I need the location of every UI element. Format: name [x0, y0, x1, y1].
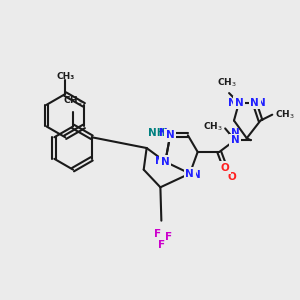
Text: CH$_3$: CH$_3$: [217, 77, 237, 89]
Text: N: N: [185, 169, 194, 178]
Text: F: F: [154, 229, 161, 238]
Text: N: N: [231, 128, 239, 138]
Text: O: O: [221, 163, 230, 173]
Text: CH$_3$: CH$_3$: [275, 108, 295, 121]
Text: N: N: [228, 98, 237, 108]
Text: N: N: [235, 98, 243, 108]
Text: CH₃: CH₃: [56, 72, 74, 81]
Text: O: O: [227, 172, 236, 182]
Text: N: N: [256, 98, 265, 108]
Text: N: N: [154, 156, 163, 166]
Text: N: N: [158, 128, 167, 138]
Text: N: N: [192, 169, 200, 179]
Text: CH$_3$: CH$_3$: [202, 120, 222, 133]
Text: F: F: [158, 240, 165, 250]
Text: CH$_3$: CH$_3$: [63, 94, 83, 107]
Text: NH: NH: [148, 128, 165, 138]
Text: N: N: [161, 157, 170, 167]
Text: N: N: [231, 135, 239, 145]
Text: F: F: [165, 232, 172, 242]
Text: N: N: [166, 130, 175, 140]
Text: N: N: [250, 98, 259, 108]
